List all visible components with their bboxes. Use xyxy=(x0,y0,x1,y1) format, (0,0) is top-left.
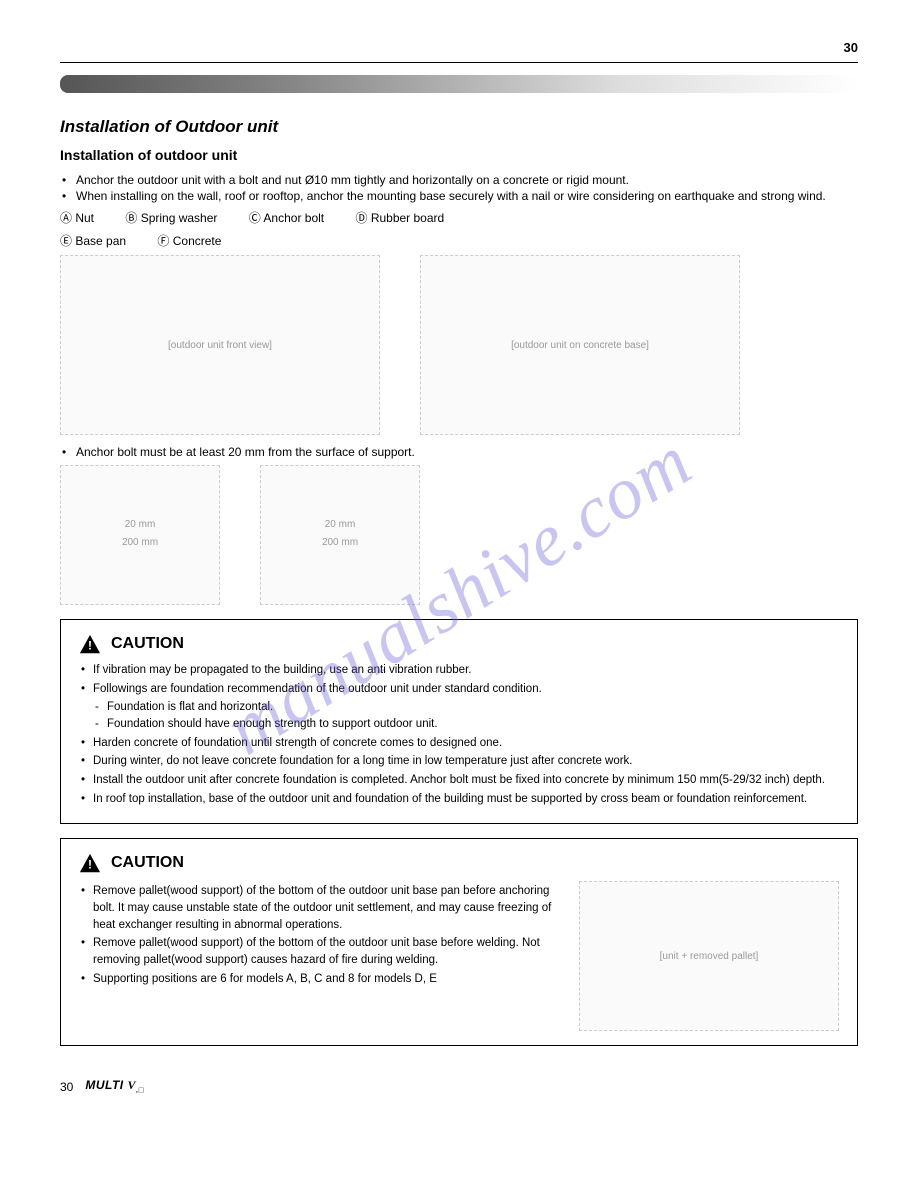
legend-a: Ⓐ Nut xyxy=(60,209,94,226)
legend-d: Ⓓ Rubber board xyxy=(355,209,444,226)
c1-sub-2: Foundation should have enough strength t… xyxy=(107,716,839,733)
svg-text:!: ! xyxy=(88,858,92,872)
footer-page: 30 xyxy=(60,1080,73,1094)
legend-b: Ⓑ Spring washer xyxy=(125,209,217,226)
c1-item-3: Harden concrete of foundation until stre… xyxy=(93,735,839,752)
clearance-note-1: Anchor bolt must be at least 20 mm from … xyxy=(76,445,858,459)
clearance-note: Anchor bolt must be at least 20 mm from … xyxy=(60,445,858,459)
warning-icon: ! xyxy=(79,634,101,654)
c1-item-6: In roof top installation, base of the ou… xyxy=(93,791,839,808)
dim-200b: 200 mm xyxy=(322,537,358,548)
c1-sub: Foundation is flat and horizontal. Found… xyxy=(93,699,839,732)
footer: 30 MULTI V.□ xyxy=(60,1078,858,1094)
legend-f: Ⓕ Concrete xyxy=(157,232,221,249)
diagram-pallet: [unit + removed pallet] xyxy=(579,881,839,1031)
diagram-unit-iso: [outdoor unit on concrete base] xyxy=(420,255,740,435)
dim-200: 200 mm xyxy=(122,537,158,548)
warning-icon-2: ! xyxy=(79,853,101,873)
intro-bullet-2: When installing on the wall, roof or roo… xyxy=(76,189,858,203)
subsection-title: Installation of outdoor unit xyxy=(60,147,858,163)
caution-list-2: Remove pallet(wood support) of the botto… xyxy=(79,881,559,989)
title-bar xyxy=(60,75,858,93)
caution-label-1: CAUTION xyxy=(111,635,184,653)
c1-item-4: During winter, do not leave concrete fou… xyxy=(93,753,839,770)
c1-item-2: Followings are foundation recommendation… xyxy=(93,681,839,733)
caution-box-1: ! CAUTION If vibration may be propagated… xyxy=(60,619,858,824)
section-title: Installation of Outdoor unit xyxy=(60,117,858,137)
diagram-row-1: [outdoor unit front view] [outdoor unit … xyxy=(60,255,858,435)
diagram-anchor-b: 20 mm 200 mm xyxy=(260,465,420,605)
dim-20b: 20 mm xyxy=(325,519,356,530)
header-rule xyxy=(60,62,858,63)
intro-bullet-1: Anchor the outdoor unit with a bolt and … xyxy=(76,173,858,187)
intro-bullets: Anchor the outdoor unit with a bolt and … xyxy=(60,173,858,203)
c1-item-1: If vibration may be propagated to the bu… xyxy=(93,662,839,679)
diagram-unit-front: [outdoor unit front view] xyxy=(60,255,380,435)
caution-label-2: CAUTION xyxy=(111,854,184,872)
c2-item-2: Remove pallet(wood support) of the botto… xyxy=(93,935,559,968)
caution-box-2: ! CAUTION Remove pallet(wood support) of… xyxy=(60,838,858,1046)
c2-item-1: Remove pallet(wood support) of the botto… xyxy=(93,883,559,933)
c1-sub-1: Foundation is flat and horizontal. xyxy=(107,699,839,716)
legend-row-1: Ⓐ Nut Ⓑ Spring washer Ⓒ Anchor bolt Ⓓ Ru… xyxy=(60,209,858,226)
caution-list-1: If vibration may be propagated to the bu… xyxy=(79,662,839,807)
svg-text:!: ! xyxy=(88,639,92,653)
footer-brand: MULTI V.□ xyxy=(85,1078,144,1094)
diagram-row-2: 20 mm 200 mm 20 mm 200 mm xyxy=(60,465,858,605)
legend-c: Ⓒ Anchor bolt xyxy=(249,209,324,226)
legend-e: Ⓔ Base pan xyxy=(60,232,126,249)
c2-item-3: Supporting positions are 6 for models A,… xyxy=(93,971,559,988)
caution-heading-2: ! CAUTION xyxy=(79,853,839,873)
diagram-anchor-a: 20 mm 200 mm xyxy=(60,465,220,605)
legend-row-2: Ⓔ Base pan Ⓕ Concrete xyxy=(60,232,858,249)
dim-20: 20 mm xyxy=(125,519,156,530)
caution-heading-1: ! CAUTION xyxy=(79,634,839,654)
page-number: 30 xyxy=(844,40,858,55)
c1-item-5: Install the outdoor unit after concrete … xyxy=(93,772,839,789)
